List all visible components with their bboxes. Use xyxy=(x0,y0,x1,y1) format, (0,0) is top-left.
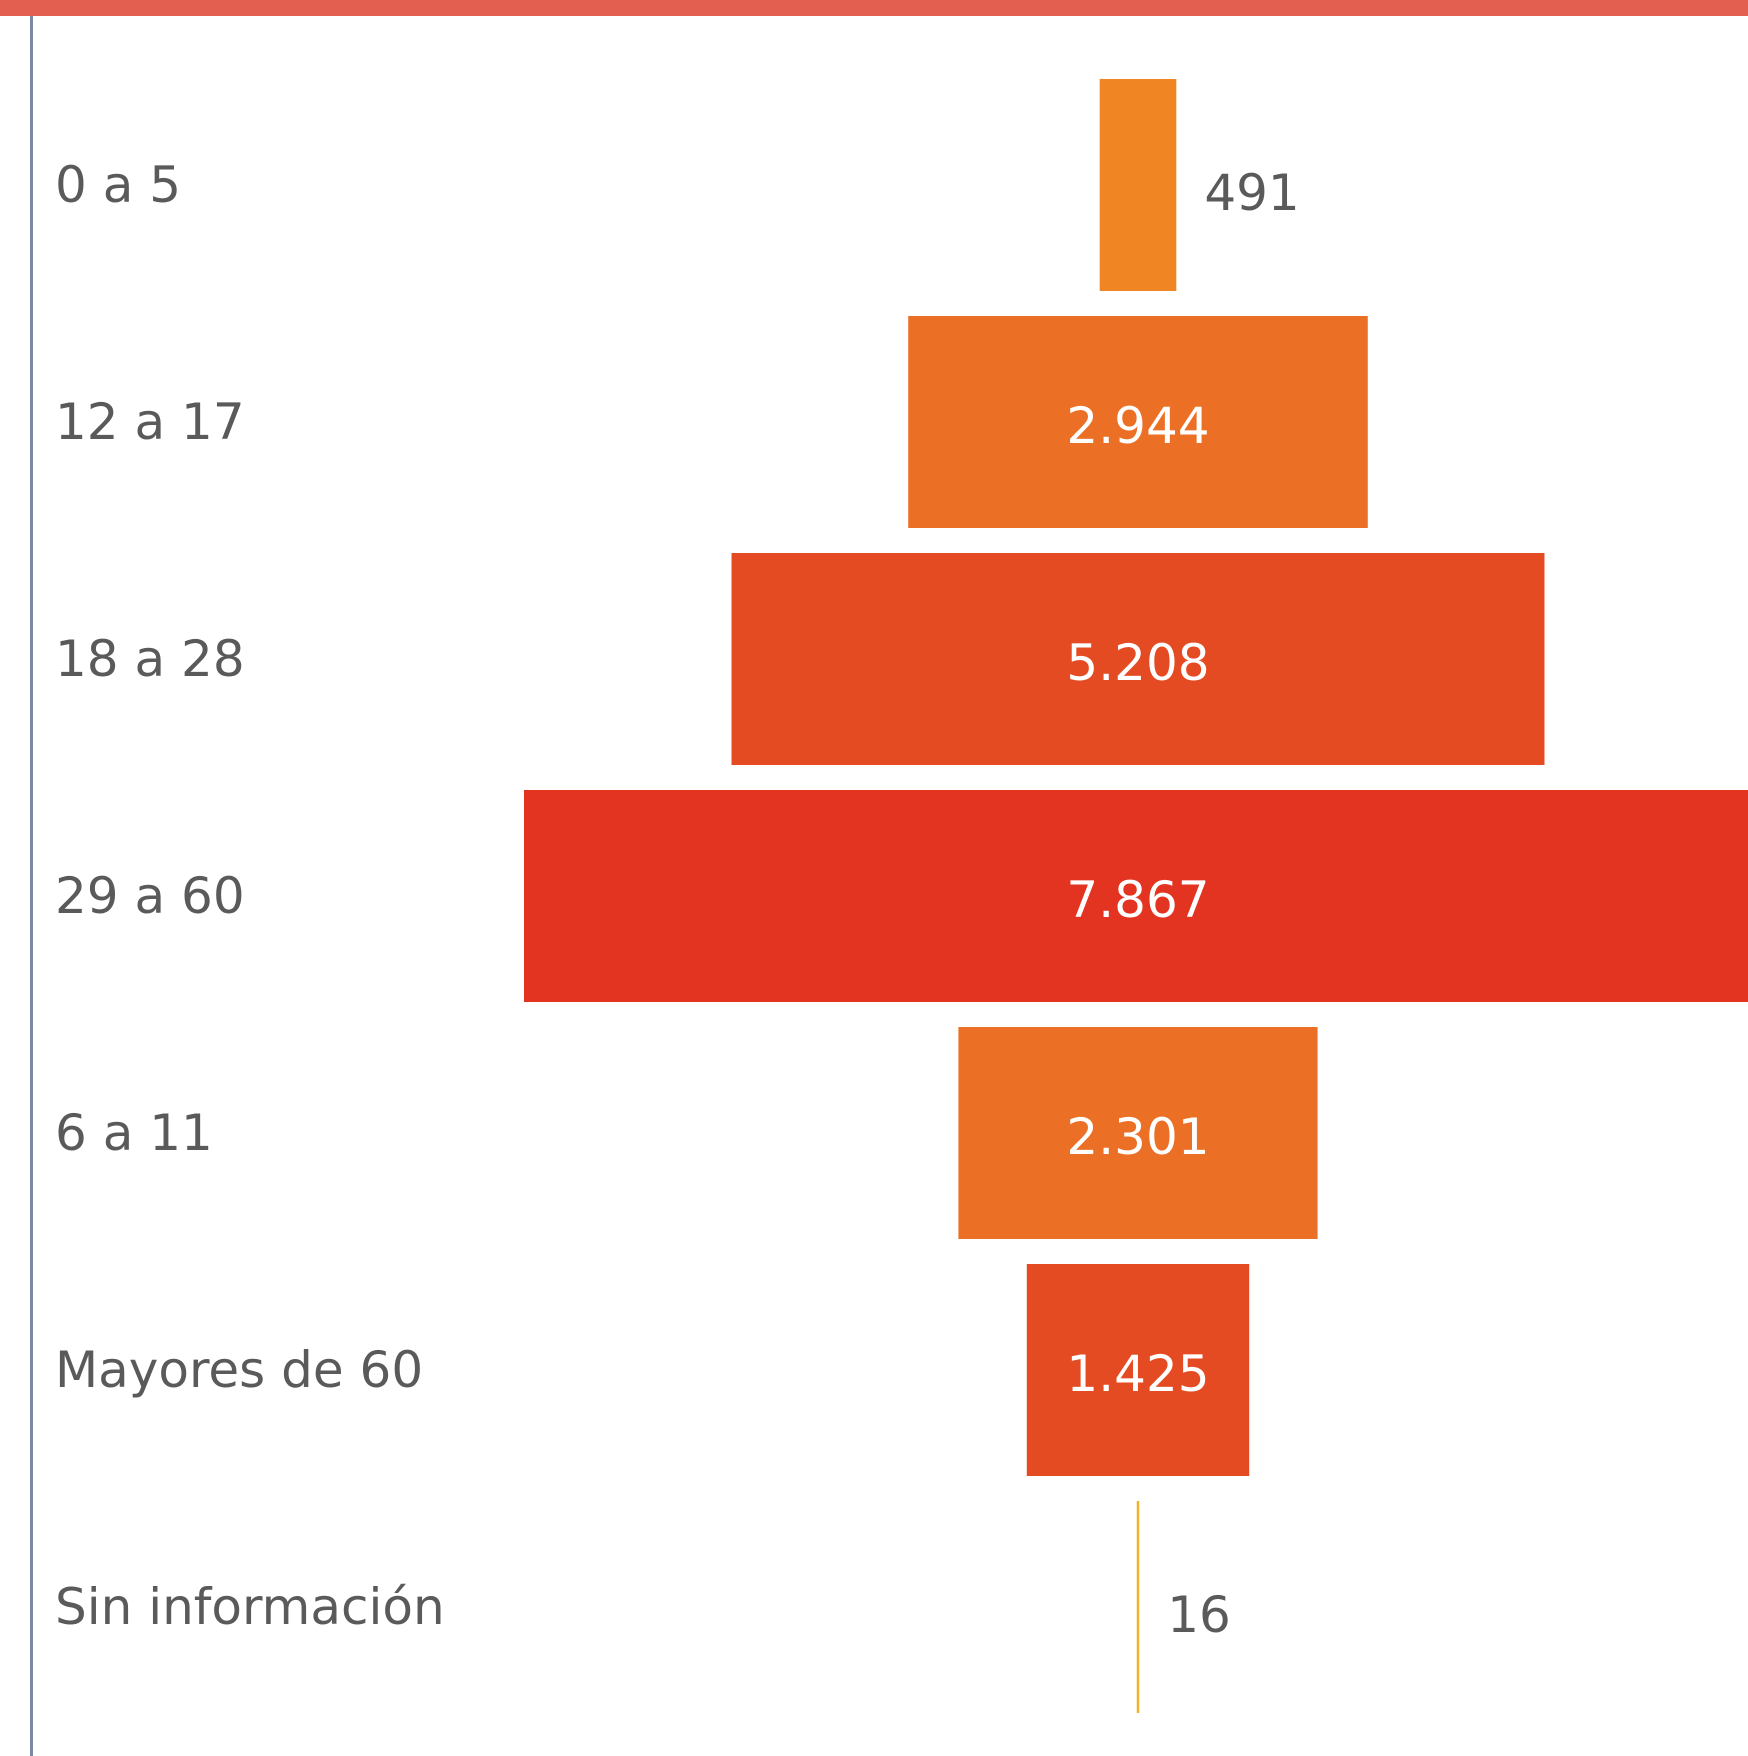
funnel-bar xyxy=(1026,1264,1250,1476)
value-label: 16 xyxy=(1167,1586,1231,1644)
funnel-bar xyxy=(731,553,1545,765)
value-label: 5.208 xyxy=(1066,634,1209,692)
funnel-bar xyxy=(958,1027,1318,1239)
category-label: 0 a 5 xyxy=(55,156,181,214)
category-label: Sin información xyxy=(55,1578,445,1636)
funnel-bar xyxy=(908,316,1368,528)
funnel-bar xyxy=(1136,1501,1140,1713)
value-label: 491 xyxy=(1204,164,1299,222)
category-label: 18 a 28 xyxy=(55,630,245,688)
category-label: 12 a 17 xyxy=(55,393,245,451)
value-label: 7.867 xyxy=(1066,871,1209,929)
chart-left-border xyxy=(30,16,33,1756)
value-label: 1.425 xyxy=(1066,1345,1209,1403)
value-label: 2.301 xyxy=(1066,1108,1209,1166)
category-label: Mayores de 60 xyxy=(55,1341,423,1399)
funnel-bar xyxy=(524,790,1748,1002)
category-label: 29 a 60 xyxy=(55,867,245,925)
chart-top-bar xyxy=(0,0,1748,16)
category-label: 6 a 11 xyxy=(55,1104,213,1162)
value-label: 2.944 xyxy=(1066,397,1209,455)
funnel-bar xyxy=(1099,79,1177,291)
